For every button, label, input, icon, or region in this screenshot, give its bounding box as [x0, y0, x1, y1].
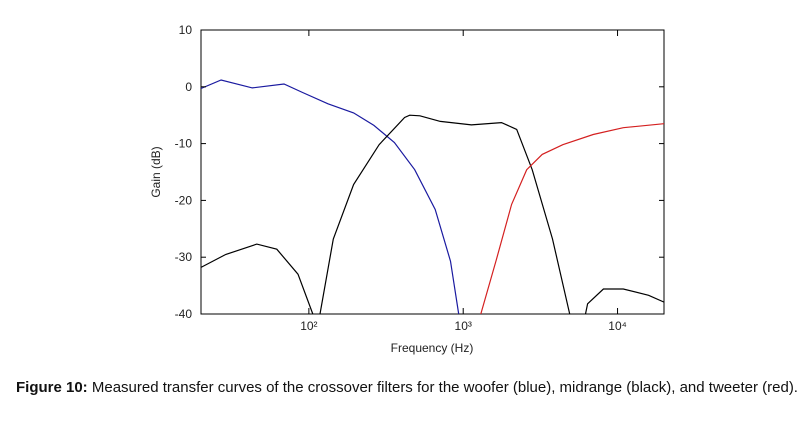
y-tick-label: 0	[185, 80, 192, 94]
y-tick-label: -20	[175, 193, 193, 207]
caption: Figure 10: Measured transfer curves of t…	[16, 376, 801, 399]
caption-label: Figure 10:	[16, 379, 88, 396]
plot-frame	[200, 29, 665, 315]
x-tick-label: 10⁴	[608, 319, 627, 333]
x-tick-label: 10³	[455, 319, 472, 333]
curve	[201, 79, 460, 314]
y-tick-label: 10	[179, 23, 193, 37]
y-tick-label: -30	[175, 250, 193, 264]
caption-text: Measured transfer curves of the crossove…	[87, 379, 798, 396]
curve	[480, 123, 664, 314]
curve	[201, 114, 664, 314]
y-tick-label: -10	[175, 137, 193, 151]
x-axis-label: Frequency (Hz)	[391, 341, 474, 355]
chart: Frequency (Hz) Gain (dB) 10 0 -10 -20 -30 -40…	[149, 23, 665, 355]
x-tick-label: 10²	[300, 319, 317, 333]
y-tick-label: -40	[175, 307, 193, 321]
y-axis-label: Gain (dB)	[149, 146, 163, 197]
curves	[201, 79, 664, 314]
